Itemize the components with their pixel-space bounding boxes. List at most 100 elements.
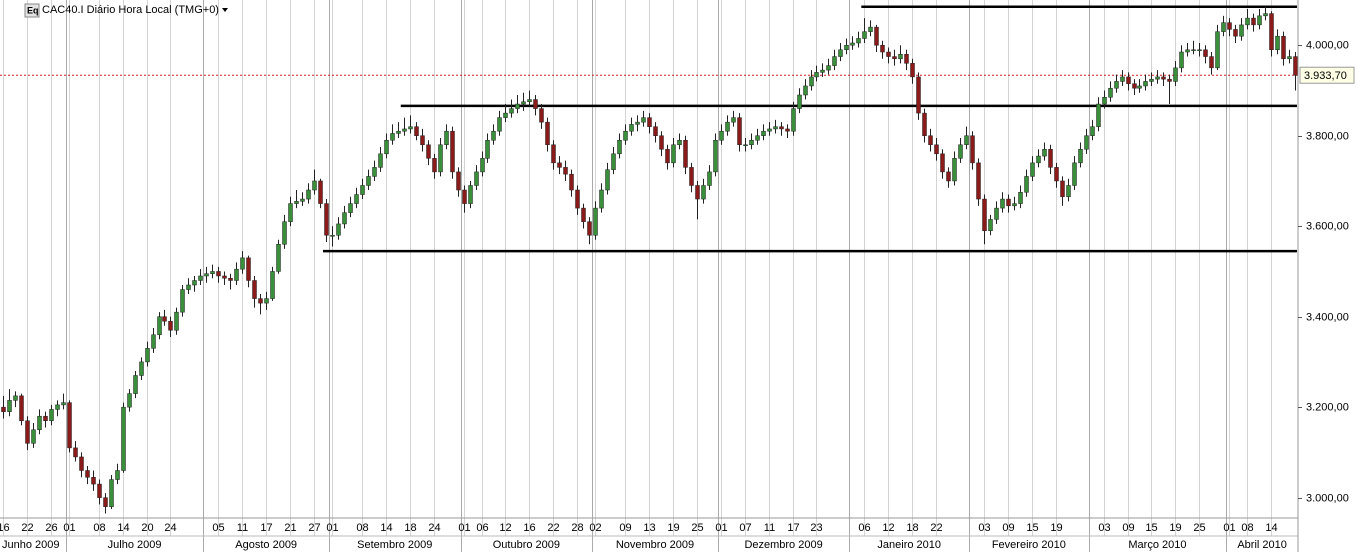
x-tick-label: 19 <box>1050 522 1062 534</box>
month-label: Julho 2009 <box>108 539 162 551</box>
candle-body <box>1132 83 1137 89</box>
candle-body <box>1024 176 1029 193</box>
candle-body <box>503 112 508 118</box>
x-tick-label: 27 <box>308 522 320 534</box>
candle-body <box>725 121 730 132</box>
x-tick-label: 18 <box>404 522 416 534</box>
candle-body <box>456 171 461 191</box>
candle-body <box>1108 87 1113 98</box>
candle-body <box>354 194 359 204</box>
candle-body <box>785 128 790 132</box>
candle-body <box>1281 35 1286 60</box>
candle-body <box>372 167 377 177</box>
candle-body <box>695 185 700 200</box>
candle-body <box>37 415 42 431</box>
candle-body <box>677 139 682 146</box>
candle-body <box>408 126 413 130</box>
candle-body <box>330 234 335 237</box>
x-tick-label: 09 <box>619 522 631 534</box>
x-tick-label: 17 <box>260 522 272 534</box>
candle-body <box>1060 180 1065 198</box>
x-tick-label: 19 <box>1169 522 1181 534</box>
x-tick-label: 07 <box>739 522 751 534</box>
candle-body <box>318 180 323 204</box>
candle-body <box>324 203 329 236</box>
candle-body <box>641 117 646 123</box>
candle-body <box>145 348 150 363</box>
candle-body <box>258 298 263 304</box>
candle-body <box>575 189 580 209</box>
candle-body <box>1084 135 1089 150</box>
candle-body <box>521 101 526 105</box>
candle-body <box>7 400 12 412</box>
x-tick-label: 02 <box>589 522 601 534</box>
candle-body <box>139 361 144 376</box>
candle-body <box>115 470 120 480</box>
candle-body <box>994 207 999 220</box>
candle-body <box>1120 76 1125 82</box>
candle-body <box>665 149 670 164</box>
candle-body <box>838 49 843 57</box>
x-tick-label: 14 <box>1265 522 1277 534</box>
candle-body <box>545 121 550 146</box>
candle-body <box>797 94 802 109</box>
candle-body <box>1245 17 1250 26</box>
candle-body <box>1030 162 1035 177</box>
candle-body <box>1203 49 1208 57</box>
x-tick-label: 16 <box>0 522 10 534</box>
y-tick-label: 3.600,00 <box>1306 220 1349 232</box>
x-tick-label: 24 <box>164 522 176 534</box>
candle-body <box>55 404 60 410</box>
dropdown-arrow[interactable] <box>222 8 228 12</box>
candle-body <box>474 171 479 186</box>
last-price-label: 3.933,70 <box>1304 70 1347 82</box>
candle-body <box>509 108 514 114</box>
candle-body <box>234 268 239 281</box>
candle-body <box>629 124 634 132</box>
candle-body <box>922 112 927 136</box>
candle-body <box>180 289 185 313</box>
candle-body <box>791 108 796 132</box>
month-label: Agosto 2009 <box>235 539 297 551</box>
candle-body <box>1137 85 1142 89</box>
candle-body <box>168 320 173 331</box>
x-tick-label: 16 <box>523 522 535 534</box>
candle-body <box>1048 149 1053 168</box>
candle-body <box>1215 31 1220 69</box>
candle-body <box>1221 22 1226 32</box>
candle-body <box>1257 15 1262 26</box>
x-tick-label: 13 <box>643 522 655 534</box>
candle-body <box>174 311 179 331</box>
candle-body <box>898 54 903 60</box>
candle-body <box>1000 198 1005 209</box>
candle-body <box>1155 76 1160 80</box>
candle-body <box>874 26 879 46</box>
candle-body <box>43 415 48 421</box>
candle-body <box>1149 78 1154 82</box>
candle-body <box>1263 13 1268 17</box>
y-tick-label: 3.400,00 <box>1306 311 1349 323</box>
candle-body <box>288 203 293 222</box>
candle-body <box>1096 103 1101 127</box>
x-tick-label: 14 <box>117 522 129 534</box>
candle-body <box>904 54 909 64</box>
x-tick-label: 20 <box>141 522 153 534</box>
candle-body <box>916 76 921 114</box>
candle-body <box>360 185 365 195</box>
x-tick-label: 22 <box>547 522 559 534</box>
candle-body <box>886 51 891 57</box>
candle-body <box>683 139 688 168</box>
month-label: Fevereiro 2010 <box>992 539 1066 551</box>
chart-title: CAC40.I Diário Hora Local (TMG+0) <box>42 4 219 16</box>
candle-body <box>300 198 305 202</box>
candle-body <box>701 185 706 200</box>
x-tick-label: 24 <box>428 522 440 534</box>
candle-body <box>1275 35 1280 51</box>
candle-body <box>186 284 191 290</box>
candle-body <box>306 189 311 200</box>
x-tick-label: 03 <box>978 522 990 534</box>
candle-body <box>809 76 814 87</box>
candle-body <box>671 144 676 164</box>
candle-body <box>659 135 664 150</box>
candle-body <box>910 63 915 78</box>
